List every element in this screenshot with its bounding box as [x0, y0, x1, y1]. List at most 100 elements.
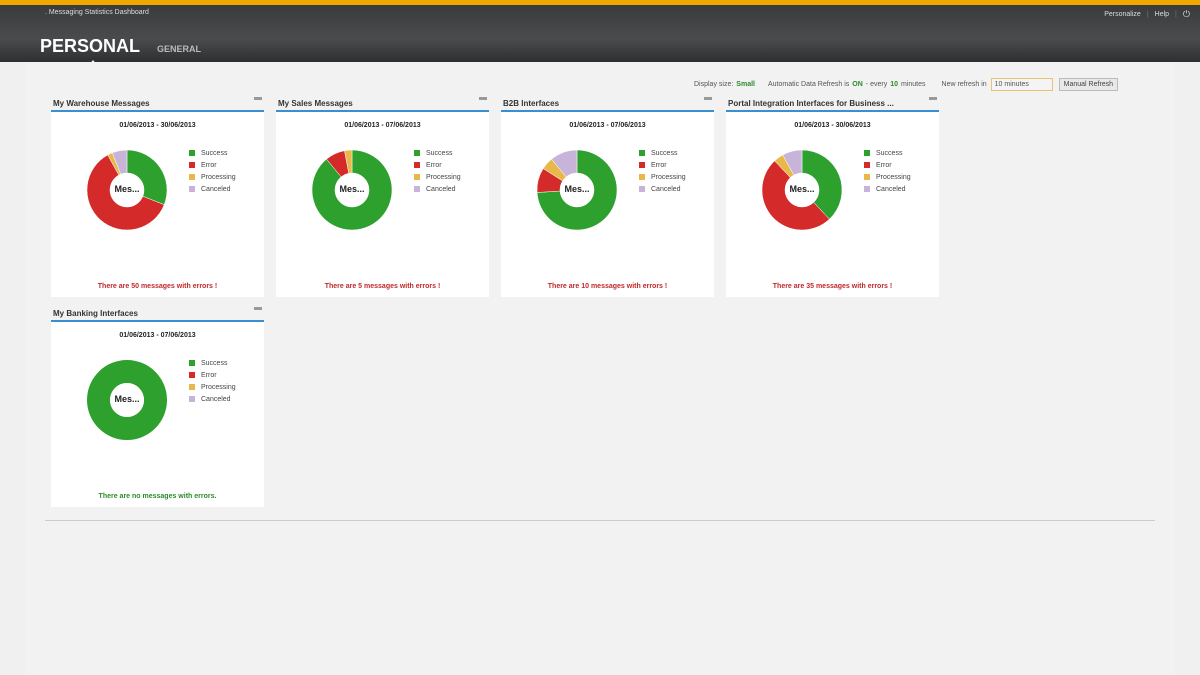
minimize-icon[interactable]: [704, 97, 712, 100]
legend-swatch: [639, 150, 645, 156]
legend-item-error[interactable]: Error: [864, 159, 911, 171]
card-title: B2B Interfaces: [503, 99, 560, 108]
minimize-icon[interactable]: [254, 307, 262, 310]
help-link[interactable]: Help: [1154, 11, 1170, 18]
donut-center-label: Mes...: [114, 184, 140, 194]
legend-label: Error: [876, 161, 892, 169]
donut-slice-success[interactable]: [87, 360, 167, 440]
legend-label: Error: [201, 161, 217, 169]
legend-label: Processing: [426, 173, 461, 181]
legend: Success Error Processing Canceled: [189, 357, 236, 405]
display-size-label: Display size:: [694, 81, 734, 88]
minimize-icon[interactable]: [929, 97, 937, 100]
legend-swatch: [639, 174, 645, 180]
error-summary: There are no messages with errors.: [98, 493, 217, 500]
header: . Messaging Statistics Dashboard Persona…: [0, 5, 1200, 66]
top-accent-bar: [0, 0, 1200, 5]
donut-chart[interactable]: [535, 148, 619, 232]
legend-label: Success: [201, 359, 228, 367]
every-label: - every: [865, 81, 888, 88]
donut-chart[interactable]: [85, 148, 169, 232]
legend-label: Success: [201, 149, 228, 157]
legend-label: Processing: [876, 173, 911, 181]
legend-item-processing[interactable]: Processing: [864, 171, 911, 183]
tab-general[interactable]: GENERAL: [157, 44, 202, 54]
legend-item-canceled[interactable]: Canceled: [189, 393, 236, 405]
legend-item-processing[interactable]: Processing: [414, 171, 461, 183]
card-header: My Sales Messages: [276, 96, 489, 112]
card-header: My Banking Interfaces: [51, 306, 264, 322]
legend-swatch: [189, 372, 195, 378]
card-title: My Banking Interfaces: [53, 309, 138, 318]
legend-item-canceled[interactable]: Canceled: [639, 183, 686, 195]
legend-item-error[interactable]: Error: [414, 159, 461, 171]
widget-card: My Banking Interfaces 01/06/2013 - 07/06…: [51, 306, 264, 507]
legend-swatch: [864, 150, 870, 156]
legend-swatch: [189, 360, 195, 366]
legend: Success Error Processing Canceled: [414, 147, 461, 195]
legend-item-error[interactable]: Error: [189, 369, 236, 381]
legend-item-error[interactable]: Error: [189, 159, 236, 171]
legend-swatch: [639, 186, 645, 192]
donut-hole: [110, 173, 144, 207]
legend-item-canceled[interactable]: Canceled: [414, 183, 461, 195]
tab-personal[interactable]: PERSONAL: [40, 36, 141, 56]
minutes-label: minutes: [901, 81, 926, 88]
legend-swatch: [189, 186, 195, 192]
donut-chart[interactable]: [310, 148, 394, 232]
display-size-value[interactable]: Small: [736, 81, 755, 88]
legend-swatch: [189, 150, 195, 156]
minimize-icon[interactable]: [479, 97, 487, 100]
card-header: My Warehouse Messages: [51, 96, 264, 112]
legend-swatch: [189, 384, 195, 390]
legend-swatch: [189, 174, 195, 180]
date-range: 01/06/2013 - 07/06/2013: [119, 332, 196, 339]
donut-chart[interactable]: [760, 148, 844, 232]
legend: Success Error Processing Canceled: [864, 147, 911, 195]
personalize-link[interactable]: Personalize: [1104, 11, 1141, 18]
error-summary: There are 35 messages with errors !: [772, 283, 893, 290]
donut-center-label: Mes...: [789, 184, 815, 194]
legend-item-success[interactable]: Success: [864, 147, 911, 159]
legend-label: Success: [651, 149, 678, 157]
minimize-icon[interactable]: [254, 97, 262, 100]
legend-swatch: [864, 186, 870, 192]
legend-item-processing[interactable]: Processing: [189, 171, 236, 183]
auto-refresh-state[interactable]: ON: [852, 81, 863, 88]
power-icon[interactable]: ⏻: [1182, 9, 1190, 19]
divider: [45, 520, 1155, 521]
legend-label: Success: [876, 149, 903, 157]
donut-center-label: Mes...: [114, 394, 140, 404]
legend-swatch: [864, 174, 870, 180]
legend-swatch: [189, 162, 195, 168]
legend-label: Processing: [201, 383, 236, 391]
header-links: Personalize | Help | ⏻: [1104, 9, 1190, 20]
legend-item-success[interactable]: Success: [639, 147, 686, 159]
legend-item-error[interactable]: Error: [639, 159, 686, 171]
manual-refresh-button[interactable]: Manual Refresh: [1058, 78, 1119, 91]
legend-item-success[interactable]: Success: [414, 147, 461, 159]
legend-label: Canceled: [651, 185, 681, 193]
legend-swatch: [189, 396, 195, 402]
legend-label: Processing: [201, 173, 236, 181]
legend-label: Error: [201, 371, 217, 379]
legend-item-success[interactable]: Success: [189, 357, 236, 369]
donut-hole: [560, 173, 594, 207]
new-refresh-field[interactable]: 10 minutes: [990, 78, 1053, 91]
legend-label: Canceled: [201, 185, 231, 193]
legend-swatch: [414, 150, 420, 156]
legend-label: Processing: [651, 173, 686, 181]
legend-item-processing[interactable]: Processing: [189, 381, 236, 393]
legend-item-success[interactable]: Success: [189, 147, 236, 159]
legend-item-processing[interactable]: Processing: [639, 171, 686, 183]
legend-item-canceled[interactable]: Canceled: [864, 183, 911, 195]
legend: Success Error Processing Canceled: [639, 147, 686, 195]
card-title: My Sales Messages: [278, 99, 353, 108]
legend-swatch: [414, 186, 420, 192]
refresh-interval[interactable]: 10: [890, 81, 898, 88]
donut-hole: [110, 383, 144, 417]
card-title: My Warehouse Messages: [53, 99, 150, 108]
error-summary: There are 10 messages with errors !: [547, 283, 668, 290]
legend-item-canceled[interactable]: Canceled: [189, 183, 236, 195]
donut-chart[interactable]: [85, 358, 169, 442]
